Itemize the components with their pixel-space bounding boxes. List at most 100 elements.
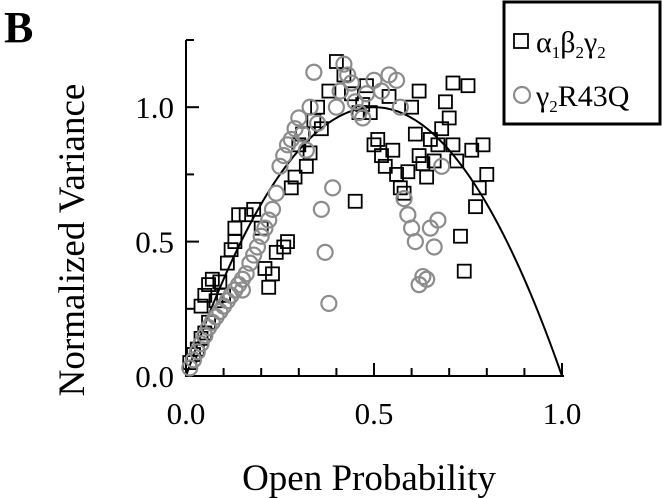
square-point (287, 169, 303, 185)
circle-point (346, 93, 364, 111)
square-point (434, 121, 450, 137)
square-point (280, 234, 295, 250)
square-point (257, 261, 273, 276)
square-point (471, 180, 487, 196)
x-axis-title: Open Probability (242, 458, 496, 498)
square-point (321, 83, 337, 99)
circle-point (237, 265, 255, 283)
square-point (464, 142, 480, 158)
legend-square-marker (513, 33, 529, 49)
circle-point (342, 74, 361, 92)
square-point (366, 137, 382, 153)
x-tick-label: 0.5 (355, 396, 394, 431)
square-point (310, 99, 326, 115)
circle-point (305, 63, 323, 81)
legend: α1β2γ2 γ2R43Q (502, 0, 662, 126)
square-point (283, 180, 299, 196)
circle-point (263, 200, 282, 218)
circle-point (327, 98, 345, 116)
y-axis-title: Normalized Variance (52, 84, 93, 397)
circle-point (391, 98, 409, 116)
circle-point (297, 141, 315, 159)
circle-point (387, 71, 406, 89)
circle-point (271, 157, 289, 175)
circle-point (395, 189, 413, 208)
square-point (227, 220, 243, 236)
circle-point (433, 157, 451, 175)
circle-point (301, 98, 319, 116)
axes: 0.0 0.5 1.0 0.0 0.5 1.0 (135, 39, 581, 431)
square-point (445, 75, 461, 91)
square-point (276, 239, 292, 255)
square-point (422, 132, 438, 147)
circle-point (184, 351, 203, 369)
circle-point (245, 246, 263, 264)
square-point (238, 207, 254, 223)
points-layer (181, 54, 495, 377)
square-point (404, 99, 420, 115)
square-point (197, 287, 213, 303)
circle-point (418, 270, 436, 288)
panel-label: B (4, 3, 34, 52)
circle-point (233, 281, 251, 299)
square-point (223, 242, 239, 258)
circle-point (372, 82, 391, 100)
square-point (479, 166, 495, 182)
circle-point (267, 184, 285, 202)
circle-point (414, 267, 432, 286)
square-point (231, 207, 247, 223)
square-point (313, 121, 329, 137)
square-point (204, 271, 220, 287)
circle-point (192, 335, 210, 353)
circle-point (312, 200, 330, 218)
square-point (392, 180, 408, 196)
legend-label-mutant: γ2R43Q (535, 80, 630, 116)
square-point (411, 83, 427, 99)
square-point (246, 201, 262, 217)
y-tick-label: 1.0 (135, 90, 174, 125)
x-tick-label: 0.0 (167, 396, 206, 431)
circle-point (252, 227, 270, 245)
square-point (441, 110, 457, 126)
square-point (468, 199, 483, 215)
circle-point (365, 71, 383, 89)
circle-point (425, 238, 443, 256)
circle-point (406, 233, 424, 251)
circle-point (339, 66, 357, 84)
square-point (438, 94, 453, 110)
y-tick-label: 0.0 (135, 359, 174, 394)
legend-label-wild-type: α1β2γ2 (536, 26, 606, 62)
circle-point (275, 146, 293, 165)
circle-point (429, 211, 447, 229)
circle-point (320, 294, 338, 313)
circle-point (181, 359, 199, 377)
circle-point (241, 254, 259, 272)
square-point (453, 228, 468, 244)
fit-curve (185, 106, 563, 377)
circle-point (293, 125, 312, 143)
square-point (302, 145, 318, 161)
circle-point (335, 55, 353, 73)
legend-box (502, 0, 662, 126)
square-point (374, 148, 389, 163)
y-tick-label: 0.5 (135, 225, 174, 260)
circle-point (260, 211, 278, 229)
square-point (347, 193, 363, 209)
square-point (430, 137, 446, 153)
fit-curve-layer (185, 106, 563, 377)
square-point (261, 279, 277, 295)
circle-point (331, 82, 349, 100)
square-point (407, 126, 423, 142)
square-point (265, 266, 280, 282)
square-point (268, 244, 284, 260)
square-point (445, 137, 461, 153)
circle-point (290, 109, 308, 127)
square-point (201, 277, 216, 293)
square-point (385, 142, 401, 158)
square-point (449, 153, 465, 169)
square-point (400, 164, 416, 180)
square-point (370, 132, 386, 147)
circle-point (354, 109, 372, 127)
circle-point (316, 243, 334, 261)
